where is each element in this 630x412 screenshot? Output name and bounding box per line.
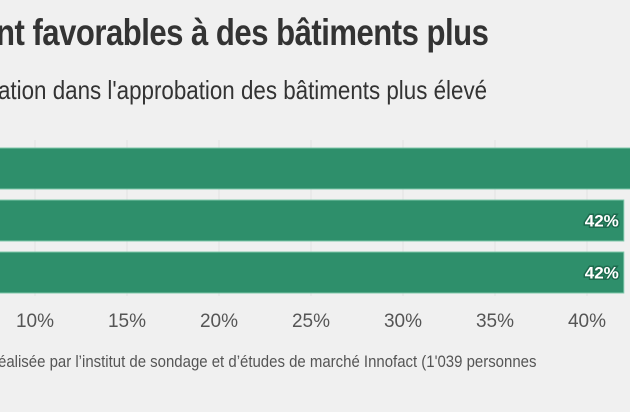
x-tick-label: 20% [200, 311, 238, 332]
bar-value-label: 42% [585, 264, 619, 283]
x-tick-label: 30% [384, 311, 422, 332]
chart-title: nt favorables à des bâtiments plus [0, 12, 489, 53]
x-tick-label: 40% [568, 311, 606, 332]
bar [0, 251, 625, 294]
x-tick-label: 25% [292, 311, 330, 332]
x-tick-label: 15% [108, 311, 146, 332]
bar-value-label: 42% [585, 212, 619, 231]
bar-labels: 42% 42% [583, 210, 620, 284]
bars [0, 147, 630, 294]
x-tick-label: 10% [16, 311, 54, 332]
bar [0, 147, 630, 190]
bar [0, 199, 625, 242]
chart-subtitle: ation dans l'approbation des bâtiments p… [0, 75, 488, 105]
source-note: éalisée par l’institut de sondage et d’é… [0, 352, 537, 371]
x-tick-label: 35% [476, 311, 514, 332]
x-axis: 10% 15% 20% 25% 30% 35% 40% [16, 311, 606, 332]
